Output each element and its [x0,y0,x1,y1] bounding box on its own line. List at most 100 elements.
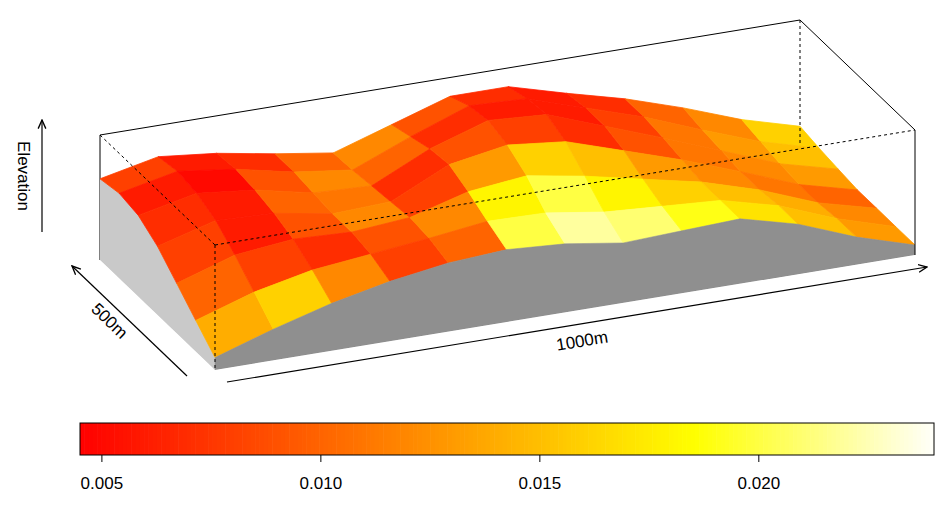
colorbar-swatch [123,423,128,455]
colorbar-swatch [114,423,119,455]
colorbar-swatch [302,423,307,455]
colorbar-swatch [814,423,819,455]
colorbar-swatch [584,423,589,455]
colorbar-swatch [528,423,533,455]
colorbar-swatch [588,423,593,455]
colorbar-swatch [883,423,888,455]
colorbar-swatch [255,423,260,455]
colorbar-swatch [242,423,247,455]
colorbar-tick-label: 0.015 [519,474,562,493]
y-axis-arrow [72,266,187,376]
colorbar-swatch [605,423,610,455]
colorbar-swatch [900,423,905,455]
box-edge [100,20,800,135]
colorbar-swatch [763,423,768,455]
colorbar-swatch [908,423,913,455]
colorbar-swatch [187,423,192,455]
colorbar-swatch [387,423,392,455]
colorbar-swatch [780,423,785,455]
colorbar-swatch [486,423,491,455]
colorbar-swatch [733,423,738,455]
colorbar-swatch [708,423,713,455]
colorbar-swatch [473,423,478,455]
colorbar-swatch [328,423,333,455]
colorbar-swatch [767,423,772,455]
colorbar-swatch [524,423,529,455]
colorbar-swatch [208,423,213,455]
colorbar-swatch [131,423,136,455]
z-axis-arrow [41,120,42,232]
colorbar-swatch [379,423,384,455]
colorbar-swatch [644,423,649,455]
colorbar-frame [80,423,934,455]
colorbar-swatch [635,423,640,455]
colorbar-swatch [904,423,909,455]
colorbar-swatch [298,423,303,455]
box-frame [100,20,915,370]
colorbar-swatch [409,423,414,455]
colorbar-swatch [481,423,486,455]
colorbar-swatch [622,423,627,455]
colorbar-swatch [921,423,926,455]
colorbar-swatch [315,423,320,455]
colorbar-swatch [413,423,418,455]
colorbar-swatch [580,423,585,455]
colorbar-swatch [567,423,572,455]
box-edge [800,20,915,130]
colorbar-swatch [392,423,397,455]
colorbar-swatch [140,423,145,455]
colorbar: 0.0050.0100.0150.020 [80,423,935,493]
colorbar-swatch [229,423,234,455]
colorbar-swatch [656,423,661,455]
colorbar-swatch [695,423,700,455]
colorbar-swatch [417,423,422,455]
colorbar-swatch [221,423,226,455]
colorbar-swatch [759,423,764,455]
z-axis-title: Elevation [14,141,33,211]
colorbar-swatch [451,423,456,455]
colorbar-swatch [725,423,730,455]
colorbar-swatch [520,423,525,455]
colorbar-swatch [430,423,435,455]
colorbar-swatch [597,423,602,455]
colorbar-swatch [516,423,521,455]
colorbar-swatch [400,423,405,455]
colorbar-swatch [281,423,286,455]
colorbar-swatch [887,423,892,455]
colorbar-swatch [925,423,930,455]
colorbar-swatch [294,423,299,455]
colorbar-swatch [571,423,576,455]
colorbar-swatch [144,423,149,455]
colorbar-swatch [182,423,187,455]
colorbar-swatch [592,423,597,455]
colorbar-swatch [665,423,670,455]
colorbar-swatch [840,423,845,455]
colorbar-swatch [439,423,444,455]
colorbar-swatch [772,423,777,455]
colorbar-tick [320,455,321,462]
colorbar-swatch [648,423,653,455]
colorbar-swatch [276,423,281,455]
colorbar-swatch [913,423,918,455]
colorbar-swatch [340,423,345,455]
colorbar-swatch [661,423,666,455]
colorbar-swatch [272,423,277,455]
colorbar-swatch [447,423,452,455]
colorbar-swatch [217,423,222,455]
colorbar-tick-label: 0.020 [738,474,781,493]
colorbar-swatch [857,423,862,455]
colorbar-swatch [80,423,85,455]
colorbar-swatch [575,423,580,455]
colorbar-swatch [806,423,811,455]
colorbar-swatch [861,423,866,455]
colorbar-swatch [490,423,495,455]
colorbar-swatch [678,423,683,455]
colorbar-swatch [101,423,106,455]
front-wall [215,219,915,370]
colorbar-tick [101,455,102,462]
colorbar-swatch [844,423,849,455]
colorbar-swatch [285,423,290,455]
colorbar-swatch [686,423,691,455]
colorbar-swatch [405,423,410,455]
colorbar-swatch [136,423,141,455]
